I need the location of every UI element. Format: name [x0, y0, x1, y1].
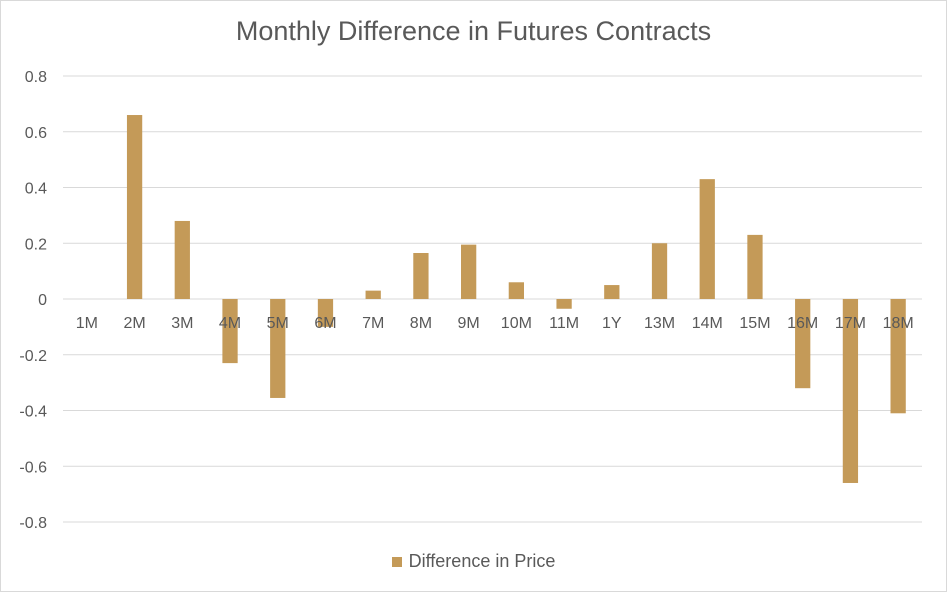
y-tick-label: 0 — [38, 292, 47, 309]
bar-17M — [842, 299, 859, 483]
x-tick-label: 13M — [644, 315, 675, 332]
bar-8M — [413, 253, 429, 299]
bar-7M — [365, 290, 381, 299]
bar-4M — [222, 299, 238, 364]
x-tick-label: 10M — [501, 315, 532, 332]
x-tick-label: 4M — [219, 315, 241, 332]
legend-label: Difference in Price — [408, 551, 556, 571]
y-tick-label: 0.6 — [25, 125, 47, 142]
y-tick-label: 0.8 — [25, 69, 47, 86]
y-tick-label: -0.8 — [19, 515, 47, 532]
bar-2M — [126, 115, 143, 300]
bar-1Y — [604, 285, 620, 299]
x-tick-label: 14M — [692, 315, 723, 332]
x-tick-label: 2M — [123, 315, 145, 332]
bar-6M — [317, 299, 334, 327]
y-tick-label: -0.2 — [19, 348, 47, 365]
bar-14M — [699, 179, 715, 299]
x-tick-label: 9M — [458, 315, 480, 332]
bar-15M — [747, 234, 763, 299]
x-tick-label: 1M — [76, 315, 98, 332]
bar-9M — [461, 244, 477, 299]
x-tick-label: 5M — [267, 315, 289, 332]
y-tick-label: -0.6 — [19, 459, 47, 476]
x-tick-label: 15M — [739, 315, 770, 332]
y-tick-label: -0.4 — [19, 404, 47, 421]
bar-3M — [174, 220, 190, 299]
bar-11M — [556, 299, 572, 309]
bar-5M — [270, 299, 286, 398]
bar-10M — [508, 282, 524, 299]
legend: Difference in Price — [0, 551, 947, 572]
x-tick-label: 6M — [314, 315, 336, 332]
x-tick-label: 8M — [410, 315, 432, 332]
y-tick-label: 0.4 — [25, 181, 47, 198]
legend-swatch — [391, 556, 402, 567]
bar-13M — [651, 243, 668, 299]
chart-title: Monthly Difference in Futures Contracts — [235, 16, 712, 46]
x-tick-label: 17M — [835, 315, 866, 332]
x-tick-label: 1Y — [602, 315, 622, 332]
bar-18M — [890, 299, 906, 414]
y-tick-label: 0.2 — [25, 236, 47, 253]
x-tick-label: 7M — [362, 315, 384, 332]
bar-16M — [795, 299, 811, 389]
x-tick-label: 11M — [549, 315, 579, 332]
x-tick-label: 16M — [787, 315, 818, 332]
x-tick-label: 18M — [883, 315, 914, 332]
x-tick-label: 3M — [171, 315, 193, 332]
